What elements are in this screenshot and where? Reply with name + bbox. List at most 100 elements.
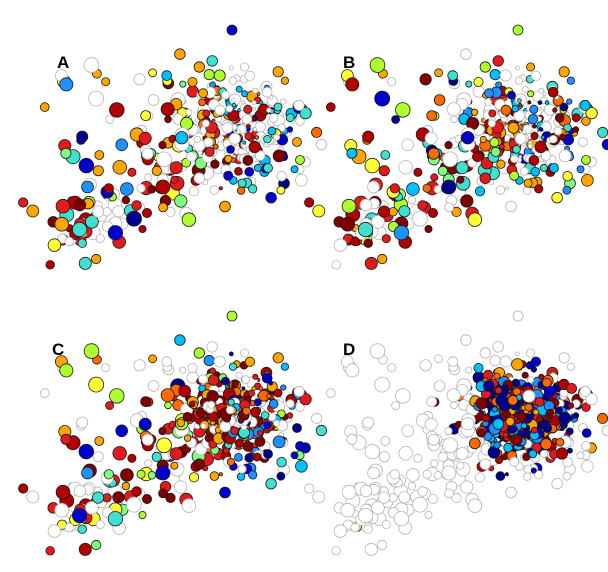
- filled-node: [566, 98, 573, 105]
- empty-node: [412, 210, 428, 227]
- filled-node: [158, 202, 169, 213]
- filled-node: [341, 198, 357, 214]
- filled-node: [491, 406, 498, 413]
- empty-node: [427, 433, 440, 446]
- empty-node: [540, 150, 552, 161]
- filled-node: [521, 371, 529, 379]
- filled-node: [292, 423, 302, 433]
- empty-node: [601, 424, 608, 437]
- filled-node: [493, 441, 501, 449]
- filled-node: [218, 186, 223, 191]
- empty-node: [273, 133, 281, 141]
- empty-node: [333, 238, 348, 252]
- filled-node: [527, 90, 535, 98]
- filled-node: [227, 398, 235, 406]
- filled-node: [434, 68, 444, 78]
- filled-node: [174, 194, 188, 208]
- empty-node: [514, 76, 524, 85]
- empty-node: [549, 134, 558, 144]
- empty-node: [187, 362, 198, 373]
- empty-node: [341, 484, 357, 500]
- empty-node: [514, 132, 527, 145]
- filled-node: [109, 102, 125, 118]
- empty-node: [424, 131, 438, 145]
- empty-node: [441, 465, 457, 481]
- empty-node: [295, 174, 308, 187]
- empty-node: [346, 433, 358, 445]
- filled-node: [251, 386, 257, 392]
- empty-node: [444, 488, 455, 499]
- filled-node: [559, 133, 567, 141]
- filled-node: [479, 135, 487, 144]
- empty-node: [203, 137, 214, 148]
- filled-node: [503, 442, 513, 453]
- filled-node: [206, 55, 218, 67]
- empty-node: [442, 151, 458, 168]
- filled-node: [490, 146, 501, 157]
- filled-node: [530, 366, 538, 373]
- filled-node: [547, 86, 559, 98]
- filled-node: [475, 397, 488, 410]
- filled-node: [562, 185, 572, 195]
- empty-node: [413, 453, 423, 463]
- filled-node: [158, 488, 169, 499]
- filled-node: [571, 113, 581, 123]
- filled-node: [107, 511, 124, 527]
- empty-node: [244, 70, 255, 81]
- empty-node: [252, 87, 259, 94]
- empty-node: [362, 416, 375, 429]
- filled-node: [254, 135, 260, 140]
- empty-node: [225, 405, 235, 415]
- empty-node: [364, 443, 381, 460]
- filled-node: [558, 411, 572, 425]
- empty-node: [340, 502, 356, 518]
- empty-node: [479, 347, 491, 359]
- filled-node: [285, 113, 295, 123]
- empty-node: [538, 87, 545, 94]
- empty-node: [538, 106, 543, 111]
- filled-node: [510, 433, 523, 446]
- empty-node: [465, 366, 473, 374]
- filled-node: [252, 373, 259, 380]
- filled-node: [213, 69, 226, 82]
- filled-node: [529, 104, 539, 114]
- filled-node: [507, 394, 519, 406]
- empty-node: [495, 185, 506, 195]
- filled-node: [247, 389, 255, 397]
- empty-node: [64, 236, 74, 247]
- empty-node: [161, 356, 173, 367]
- filled-node: [141, 493, 152, 504]
- filled-node: [268, 399, 279, 409]
- filled-node: [280, 362, 289, 371]
- filled-node: [393, 225, 409, 241]
- panel-label-d: D: [343, 340, 355, 359]
- filled-node: [78, 157, 95, 174]
- filled-node: [241, 386, 246, 391]
- filled-node: [470, 108, 479, 116]
- filled-node: [484, 88, 495, 99]
- filled-node: [126, 210, 142, 227]
- filled-node: [73, 198, 87, 212]
- filled-node: [346, 147, 358, 159]
- empty-node: [54, 502, 69, 518]
- empty-node: [252, 106, 257, 111]
- empty-node: [345, 363, 360, 378]
- empty-node: [539, 449, 548, 458]
- filled-node: [566, 382, 577, 394]
- filled-node: [433, 94, 446, 106]
- filled-node: [141, 207, 152, 218]
- empty-node: [407, 481, 417, 491]
- filled-node: [534, 396, 545, 407]
- empty-node: [371, 215, 385, 229]
- empty-node: [527, 376, 535, 384]
- filled-node: [223, 447, 230, 454]
- filled-node: [18, 197, 29, 208]
- filled-node: [209, 471, 220, 481]
- empty-node: [512, 310, 524, 322]
- filled-node: [235, 85, 243, 93]
- filled-node: [236, 186, 246, 195]
- filled-node: [105, 401, 114, 410]
- empty-node: [513, 109, 526, 122]
- filled-node: [504, 472, 509, 477]
- empty-node: [181, 498, 197, 513]
